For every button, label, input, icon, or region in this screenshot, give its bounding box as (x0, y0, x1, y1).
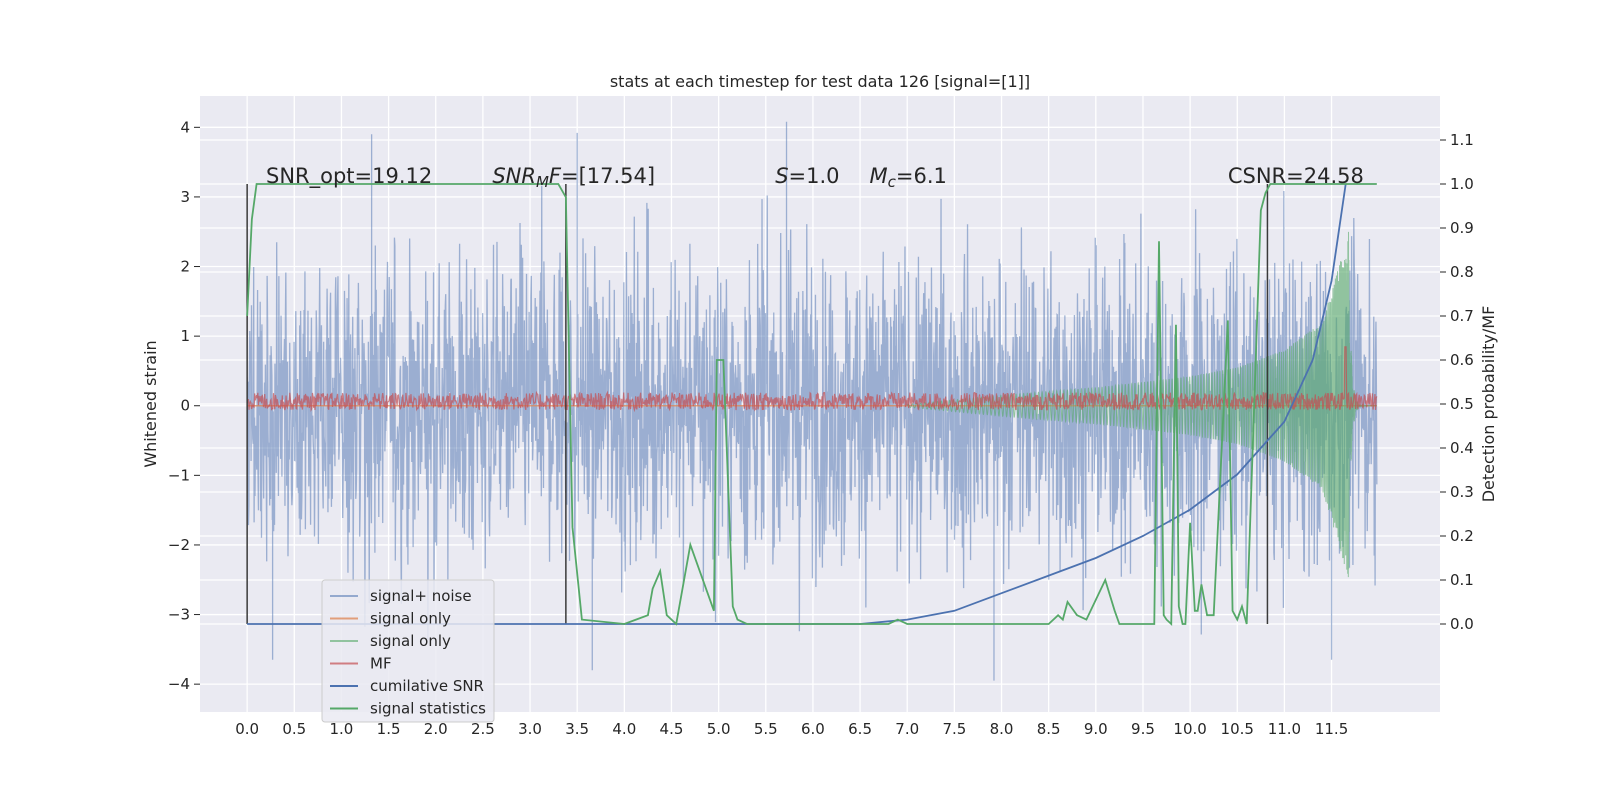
y2-tick-label: 0.2 (1450, 527, 1474, 545)
y2-tick-label: 0.4 (1450, 439, 1474, 457)
series-layer (246, 121, 1378, 681)
x-tick-label: 3.5 (565, 720, 589, 738)
y-axis-left: −4 −3 −2 −1 0 1 2 3 4 (168, 118, 200, 693)
annotation-subscript: M (536, 173, 549, 191)
annotation-snr-opt: SNR_opt=19.12 (266, 164, 432, 189)
y2-tick-label: 0.9 (1450, 219, 1474, 237)
x-tick-label: 6.0 (801, 720, 825, 738)
annotation-text: SNR_opt=19.12 (266, 164, 432, 189)
annotation-text: CSNR=24.58 (1228, 164, 1364, 188)
chart-title: stats at each timestep for test data 126… (610, 72, 1030, 91)
x-tick-label: 2.5 (471, 720, 495, 738)
y-tick-label: 4 (180, 118, 190, 136)
x-tick-label: 1.0 (330, 720, 354, 738)
annotations: SNR_opt=19.12 SNRMF=[17.54] S=1.0 Mc=6.1 CSN… (266, 164, 1364, 191)
x-tick-label: 8.5 (1037, 720, 1061, 738)
annotation-subscript: c (888, 173, 897, 191)
annotation-text: S (775, 164, 788, 188)
x-tick-label: 0.5 (282, 720, 306, 738)
y2-tick-label: 0.0 (1450, 615, 1474, 633)
y2-tick-label: 1.1 (1450, 131, 1474, 149)
x-tick-label: 9.0 (1084, 720, 1108, 738)
legend-label: signal+ noise (370, 587, 472, 605)
legend-label: MF (370, 655, 392, 673)
x-tick-label: 4.5 (660, 720, 684, 738)
y-tick-label: −2 (168, 536, 190, 554)
y2-tick-label: 0.7 (1450, 307, 1474, 325)
legend-label: signal statistics (370, 700, 486, 718)
annotation-chirp-mass: Mc=6.1 (870, 164, 947, 191)
x-tick-label: 1.5 (377, 720, 401, 738)
legend: signal+ noise signal only signal only MF cum… (321, 579, 495, 723)
annotation-s-value: S=1.0 (775, 164, 839, 188)
x-tick-label: 9.5 (1131, 720, 1155, 738)
y-axis-right-label: Detection probability/MF (1479, 306, 1498, 503)
y2-tick-label: 0.6 (1450, 351, 1474, 369)
annotation-snr-mf: SNRMF=[17.54] (492, 164, 655, 191)
y-tick-label: 0 (180, 397, 190, 415)
x-tick-label: 3.0 (518, 720, 542, 738)
y2-tick-label: 0.8 (1450, 263, 1474, 281)
x-tick-label: 11.5 (1315, 720, 1348, 738)
y2-tick-label: 0.5 (1450, 395, 1474, 413)
series-mf (246, 346, 1378, 413)
x-tick-label: 10.5 (1221, 720, 1254, 738)
y-tick-label: 3 (180, 188, 190, 206)
y2-tick-label: 0.1 (1450, 571, 1474, 589)
y-axis-left-label: Whitened strain (141, 340, 160, 467)
legend-label: signal only (370, 610, 451, 628)
annotation-value: =[17.54] (561, 164, 655, 188)
y2-tick-label: 1.0 (1450, 175, 1474, 193)
annotation-tail: =6.1 (896, 164, 947, 188)
annotation-text: SNR (492, 164, 536, 188)
x-tick-label: 8.0 (990, 720, 1014, 738)
x-tick-label: 7.5 (942, 720, 966, 738)
x-tick-label: 5.5 (754, 720, 778, 738)
y2-tick-label: 0.3 (1450, 483, 1474, 501)
y-tick-label: −3 (168, 606, 190, 624)
x-tick-label: 11.0 (1268, 720, 1301, 738)
y-axis-right: 0.0 0.1 0.2 0.3 0.4 0.5 0.6 0.7 0.8 0.9 1.0 1.1 (1440, 131, 1474, 633)
y-tick-label: 1 (180, 327, 190, 345)
x-tick-label: 5.0 (707, 720, 731, 738)
y-tick-label: 2 (180, 258, 190, 276)
x-tick-label: 0.0 (235, 720, 259, 738)
legend-label: cumilative SNR (370, 677, 484, 695)
annotation-text: M (870, 164, 888, 188)
series-signal-noise (246, 121, 1378, 681)
y-tick-label: −1 (168, 466, 190, 484)
series-signal-statistics (246, 183, 1377, 627)
legend-label: signal only (370, 632, 451, 650)
series-cumulative-snr (247, 183, 1347, 625)
annotation-csnr: CSNR=24.58 (1228, 164, 1364, 188)
x-tick-label: 4.0 (612, 720, 636, 738)
x-tick-label: 10.0 (1173, 720, 1206, 738)
x-tick-label: 6.5 (848, 720, 872, 738)
annotation-tail: =1.0 (789, 164, 840, 188)
y-tick-label: −4 (168, 675, 190, 693)
annotation-tail: F (549, 164, 562, 188)
x-tick-label: 7.0 (895, 720, 919, 738)
x-axis: 0.0 0.5 1.0 1.5 2.0 2.5 3.0 3.5 4.0 4.5 5.0 5.5 6.0 6… (235, 720, 1348, 738)
x-tick-label: 2.0 (424, 720, 448, 738)
legend-box (321, 579, 495, 723)
